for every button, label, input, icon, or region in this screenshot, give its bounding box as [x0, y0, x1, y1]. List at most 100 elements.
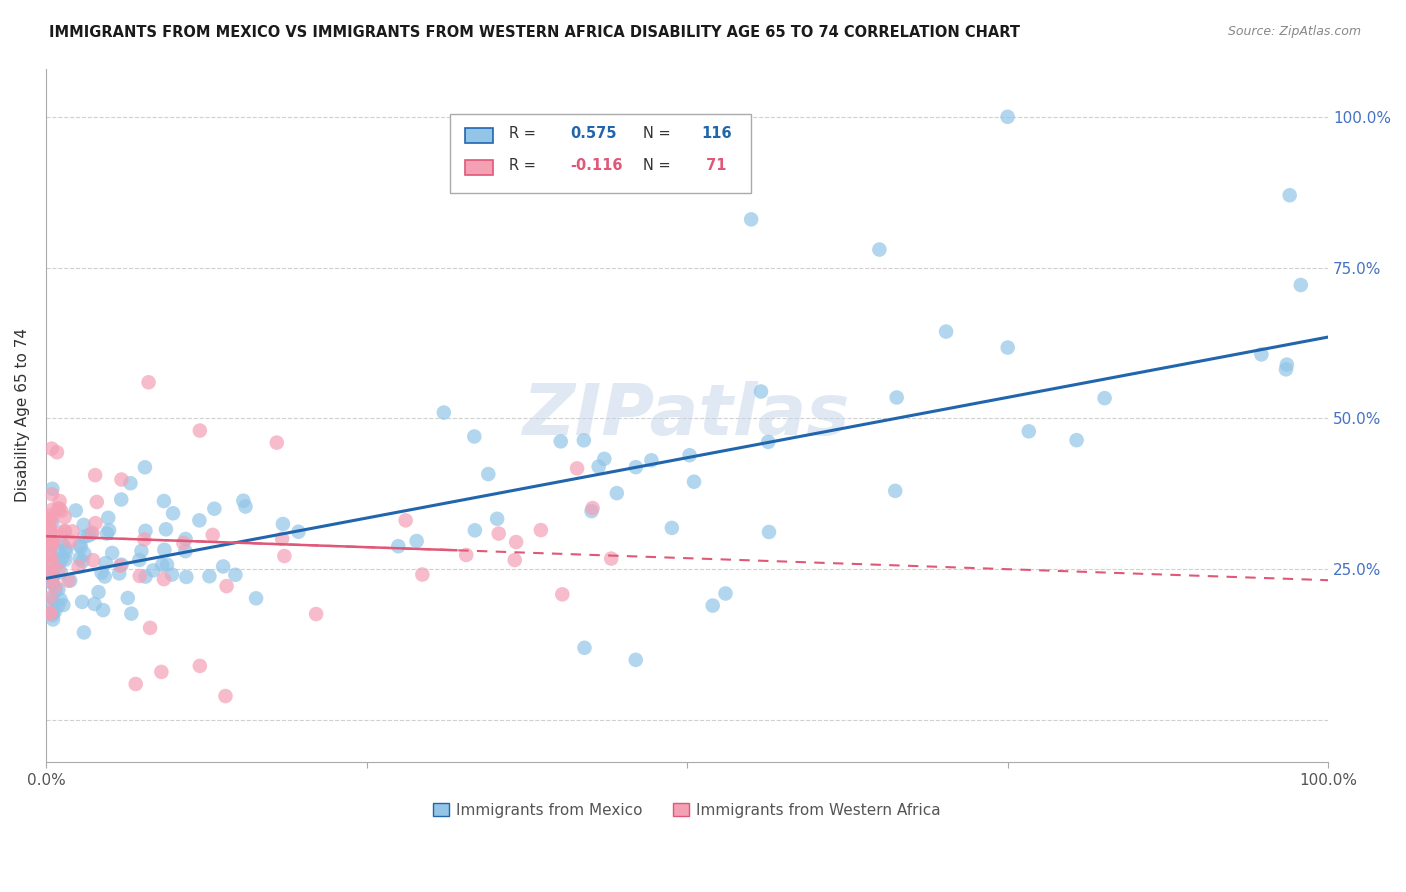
Point: [91, 603, 114, 617]
Point: [198, 569, 221, 583]
Point: [572, 434, 595, 448]
Point: [624, 653, 647, 667]
Point: [87, 585, 110, 599]
Point: [41, 576, 63, 591]
Point: [42, 612, 65, 626]
Point: [39, 526, 62, 541]
Point: [38, 549, 60, 563]
Point: [387, 539, 409, 553]
Legend: Immigrants from Mexico, Immigrants from Western Africa: Immigrants from Mexico, Immigrants from …: [427, 797, 946, 824]
Point: [41, 548, 63, 562]
Point: [38, 512, 60, 526]
Bar: [465, 128, 494, 144]
Point: [224, 567, 246, 582]
Point: [86, 495, 108, 509]
Point: [678, 448, 700, 462]
Point: [48, 555, 70, 569]
Point: [155, 522, 177, 536]
Point: [463, 429, 485, 443]
Point: [1289, 278, 1312, 293]
Point: [55, 541, 77, 556]
Point: [156, 558, 179, 572]
Point: [640, 453, 662, 467]
Point: [53, 552, 76, 566]
Point: [49, 566, 72, 580]
Point: [70, 595, 93, 609]
Point: [624, 460, 647, 475]
Point: [98, 523, 121, 537]
Text: N =: N =: [644, 127, 676, 141]
Point: [214, 689, 236, 703]
Point: [139, 621, 162, 635]
Point: [41, 566, 63, 580]
Point: [235, 500, 257, 514]
Point: [574, 640, 596, 655]
Point: [93, 569, 115, 583]
Point: [201, 528, 224, 542]
Point: [41, 595, 63, 609]
Bar: [465, 161, 494, 176]
Point: [120, 607, 142, 621]
Point: [503, 553, 526, 567]
Point: [94, 556, 117, 570]
Point: [46, 445, 69, 459]
Point: [886, 391, 908, 405]
Point: [134, 533, 156, 547]
Point: [73, 517, 96, 532]
Point: [41, 487, 63, 501]
Point: [48, 582, 70, 597]
Point: [38, 522, 60, 536]
Point: [215, 579, 238, 593]
Point: [53, 510, 76, 524]
Point: [581, 504, 603, 518]
Point: [39, 533, 62, 547]
Point: [41, 502, 63, 516]
Text: 71: 71: [702, 158, 727, 173]
Point: [46, 599, 69, 613]
Point: [38, 607, 60, 621]
Point: [150, 558, 173, 572]
Point: [1094, 391, 1116, 405]
Point: [1066, 433, 1088, 447]
Point: [55, 544, 77, 558]
Point: [606, 486, 628, 500]
Point: [52, 598, 75, 612]
Point: [138, 376, 160, 390]
Text: Source: ZipAtlas.com: Source: ZipAtlas.com: [1227, 25, 1361, 38]
Point: [41, 605, 63, 619]
Point: [84, 468, 107, 483]
Point: [153, 572, 176, 586]
Point: [266, 435, 288, 450]
Y-axis label: Disability Age 65 to 74: Disability Age 65 to 74: [15, 328, 30, 502]
Point: [110, 473, 132, 487]
Point: [83, 597, 105, 611]
Point: [128, 569, 150, 583]
Point: [997, 110, 1019, 124]
Point: [44, 605, 66, 619]
Point: [131, 544, 153, 558]
Point: [749, 384, 772, 399]
Point: [593, 451, 616, 466]
Point: [120, 476, 142, 491]
Text: 0.575: 0.575: [571, 127, 617, 141]
Point: [46, 563, 69, 577]
Point: [41, 571, 63, 585]
Point: [174, 532, 197, 546]
Point: [125, 677, 148, 691]
Point: [97, 510, 120, 524]
Point: [273, 549, 295, 563]
Point: [73, 547, 96, 561]
Point: [38, 557, 60, 571]
Point: [77, 528, 100, 542]
Point: [884, 483, 907, 498]
Point: [41, 605, 63, 619]
Point: [153, 542, 176, 557]
Point: [69, 539, 91, 553]
Point: [162, 506, 184, 520]
Point: [38, 591, 60, 605]
Point: [202, 501, 225, 516]
Point: [245, 591, 267, 606]
Point: [464, 524, 486, 538]
Point: [271, 532, 294, 546]
Point: [73, 530, 96, 544]
